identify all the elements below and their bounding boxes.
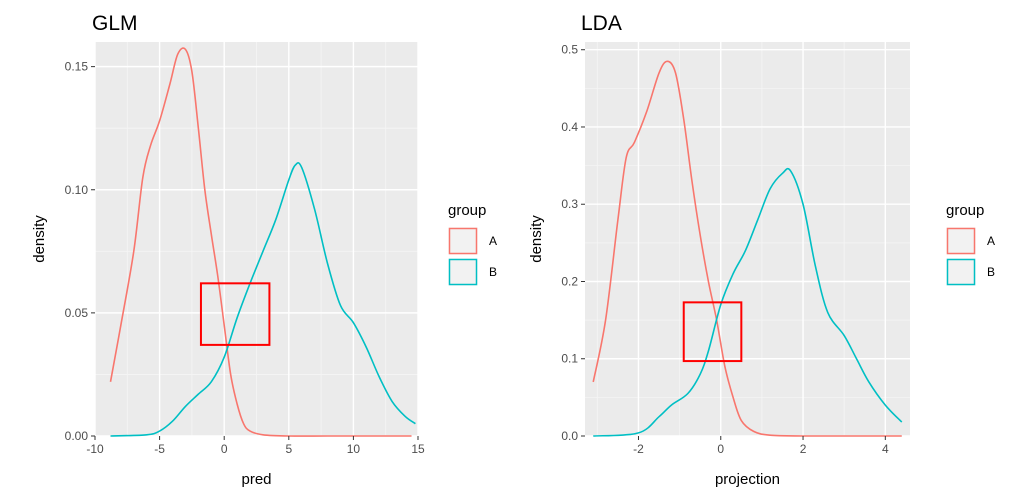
lda-x-axis-label: projection bbox=[715, 471, 780, 488]
glm-x-axis-label: pred bbox=[241, 471, 271, 488]
glm-y-tick-label: 0.05 bbox=[65, 306, 89, 320]
glm-legend-key-bg bbox=[447, 257, 479, 287]
glm-legend: group A B bbox=[447, 202, 497, 287]
glm-title: GLM bbox=[92, 12, 138, 35]
lda-legend-label-b: B bbox=[987, 265, 995, 279]
glm-gridlines bbox=[94, 42, 419, 437]
lda-highlight-box bbox=[682, 301, 743, 363]
glm-series bbox=[109, 47, 416, 437]
lda-legend-key-a bbox=[946, 227, 976, 255]
glm-x-tick-label: 5 bbox=[285, 442, 292, 456]
lda-title: LDA bbox=[581, 12, 622, 35]
glm-x-tick-label: -10 bbox=[86, 442, 104, 456]
lda-y-axis-label: density bbox=[528, 215, 545, 263]
glm-density-line-a bbox=[109, 47, 412, 437]
glm-density-line-b bbox=[110, 162, 416, 437]
lda-gridlines bbox=[585, 42, 910, 437]
lda-legend-key-bg bbox=[945, 257, 977, 287]
glm-x-tick-label: 10 bbox=[347, 442, 361, 456]
lda-y-tick-label: 0.0 bbox=[561, 429, 578, 443]
lda-legend-title: group bbox=[946, 202, 984, 219]
glm-legend-label-a: A bbox=[489, 234, 497, 248]
glm-legend-title: group bbox=[448, 202, 486, 219]
glm-panel: GLM -10 -5 0 5 10 15 0.00 0.05 0.10 0.15 pred de… bbox=[31, 12, 497, 488]
glm-y-tick-label: 0.00 bbox=[65, 429, 89, 443]
lda-y-tick-label: 0.2 bbox=[561, 274, 578, 288]
glm-legend-label-b: B bbox=[489, 265, 497, 279]
glm-y-axis-label: density bbox=[31, 215, 48, 263]
lda-legend-label-a: A bbox=[987, 234, 995, 248]
lda-y-tick-label: 0.5 bbox=[561, 43, 578, 57]
lda-legend-key-b bbox=[946, 258, 976, 286]
glm-legend-key-a bbox=[448, 227, 478, 255]
lda-series bbox=[592, 60, 903, 437]
lda-plot-background bbox=[585, 42, 910, 436]
glm-x-tick-label: -5 bbox=[154, 442, 165, 456]
lda-legend: group A B bbox=[945, 202, 995, 287]
lda-x-ticks: -2 0 2 4 bbox=[633, 436, 889, 456]
lda-y-tick-label: 0.3 bbox=[561, 197, 578, 211]
lda-x-tick-label: 0 bbox=[717, 442, 724, 456]
glm-legend-key-bg bbox=[447, 226, 479, 256]
lda-density-line-b bbox=[593, 167, 903, 437]
glm-x-ticks: -10 -5 0 5 10 15 bbox=[86, 436, 425, 456]
lda-x-tick-label: 2 bbox=[800, 442, 807, 456]
glm-x-tick-label: 15 bbox=[411, 442, 425, 456]
glm-legend-key-b bbox=[448, 258, 478, 286]
glm-highlight-box bbox=[199, 282, 271, 346]
lda-y-tick-label: 0.1 bbox=[561, 352, 578, 366]
lda-density-line-a bbox=[592, 60, 902, 437]
glm-y-tick-label: 0.15 bbox=[65, 60, 89, 74]
lda-legend-key-bg bbox=[945, 226, 977, 256]
glm-x-tick-label: 0 bbox=[221, 442, 228, 456]
lda-y-ticks: 0.0 0.1 0.2 0.3 0.4 0.5 bbox=[561, 43, 585, 443]
glm-y-tick-label: 0.10 bbox=[65, 183, 89, 197]
lda-y-tick-label: 0.4 bbox=[561, 120, 578, 134]
glm-y-ticks: 0.00 0.05 0.10 0.15 bbox=[65, 60, 95, 443]
lda-x-tick-label: -2 bbox=[633, 442, 644, 456]
lda-panel: LDA -2 0 2 4 0.00.10.20.30.40.5 projection … bbox=[528, 12, 995, 488]
lda-x-tick-label: 4 bbox=[882, 442, 889, 456]
